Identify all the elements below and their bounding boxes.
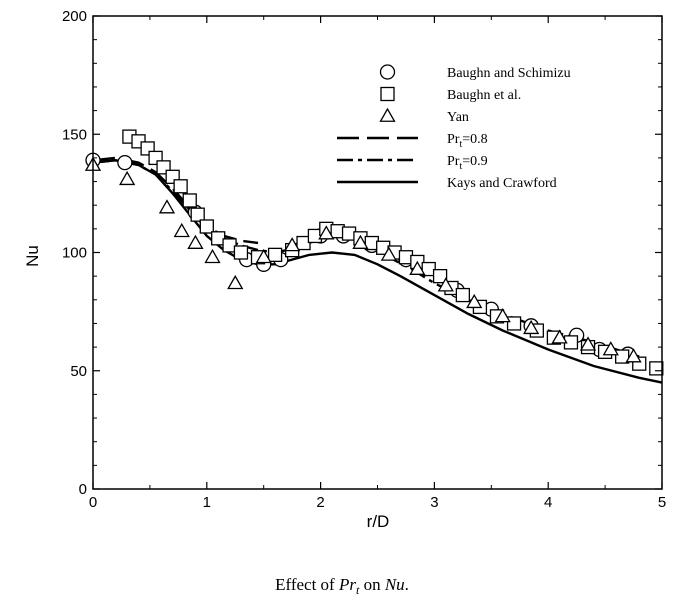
square-data-point bbox=[199, 219, 214, 234]
triangle-data-point bbox=[494, 308, 511, 323]
square-data-point bbox=[455, 287, 471, 303]
series-line-2 bbox=[92, 159, 663, 384]
legend-label: Kays and Crawford bbox=[447, 176, 557, 191]
legend-label: Baughn et al. bbox=[447, 88, 521, 103]
legend-triangle-marker bbox=[379, 107, 396, 122]
legend-label-suffix: =0.9 bbox=[462, 154, 487, 169]
legend-label-name: Pr bbox=[447, 132, 460, 147]
figure-caption: Effect of Prt on Nu. bbox=[275, 575, 409, 597]
triangle-data-point bbox=[227, 274, 244, 290]
legend-label-name: Pr bbox=[447, 154, 460, 169]
y-tick-label: 200 bbox=[62, 8, 87, 25]
x-tick-label: 3 bbox=[430, 494, 438, 511]
square-data-point bbox=[649, 361, 664, 376]
x-axis-label: r/D bbox=[367, 512, 390, 531]
caption-prefix: Effect of bbox=[275, 575, 339, 594]
triangle-data-point bbox=[204, 248, 221, 264]
caption-pr: Pr bbox=[338, 575, 356, 594]
y-tick-label: 100 bbox=[62, 245, 87, 262]
legend-label-subscript: t bbox=[459, 139, 462, 150]
triangle-data-point bbox=[602, 341, 619, 356]
legend-circle-marker bbox=[379, 64, 396, 80]
square-data-point bbox=[267, 247, 283, 263]
caption-pr-subscript: t bbox=[356, 583, 360, 597]
legend-label: Prt=0.9 bbox=[447, 154, 488, 172]
triangle-data-point bbox=[409, 260, 426, 275]
legend-label-subscript: t bbox=[459, 161, 462, 172]
triangle-data-point bbox=[119, 170, 136, 186]
square-data-point bbox=[173, 179, 188, 194]
x-tick-label: 2 bbox=[316, 494, 324, 511]
triangle-data-point bbox=[284, 237, 301, 252]
plot-area bbox=[84, 129, 664, 384]
square-data-point bbox=[506, 316, 522, 331]
triangle-data-point bbox=[466, 293, 483, 309]
triangle-data-point bbox=[551, 329, 568, 344]
y-tick-label: 50 bbox=[70, 363, 87, 380]
legend-label: Prt=0.8 bbox=[447, 132, 488, 150]
caption-nu: Nu bbox=[384, 575, 405, 594]
y-tick-label: 150 bbox=[62, 126, 87, 143]
legend-label-name: Kays and Crawford bbox=[447, 176, 557, 191]
legend-label: Baughn and Schimizu bbox=[447, 66, 571, 81]
triangle-data-point bbox=[187, 234, 204, 249]
triangle-data-point bbox=[173, 222, 190, 238]
triangle-data-point bbox=[255, 248, 272, 264]
triangle-data-point bbox=[352, 234, 369, 249]
triangle-data-point bbox=[625, 348, 642, 363]
square-data-point bbox=[190, 207, 205, 222]
legend-label-name: Yan bbox=[447, 110, 469, 125]
circle-data-point bbox=[117, 154, 133, 171]
y-tick-label: 0 bbox=[79, 481, 87, 498]
x-tick-label: 5 bbox=[658, 494, 666, 511]
square-data-point bbox=[182, 193, 197, 208]
triangle-data-point bbox=[380, 246, 398, 261]
y-axis-label: Nu bbox=[23, 245, 42, 267]
triangle-data-point bbox=[437, 277, 454, 292]
triangle-data-point bbox=[318, 225, 335, 240]
square-data-point bbox=[432, 268, 448, 284]
triangle-data-point bbox=[158, 199, 176, 214]
legend-label: Yan bbox=[447, 110, 469, 125]
square-data-point bbox=[233, 245, 249, 260]
x-tick-label: 4 bbox=[544, 494, 552, 511]
caption-suffix: . bbox=[405, 575, 409, 594]
x-tick-label: 0 bbox=[89, 494, 97, 511]
legend-square-marker bbox=[380, 86, 395, 102]
square-data-point bbox=[615, 349, 630, 364]
caption-middle: on bbox=[359, 575, 385, 594]
x-tick-label: 1 bbox=[203, 494, 211, 511]
legend-label-name: Baughn et al. bbox=[447, 88, 521, 103]
legend-label-suffix: =0.8 bbox=[462, 132, 487, 147]
triangle-data-point bbox=[523, 319, 540, 335]
triangle-data-point bbox=[579, 336, 597, 351]
legend-label-name: Baughn and Schimizu bbox=[447, 66, 571, 81]
